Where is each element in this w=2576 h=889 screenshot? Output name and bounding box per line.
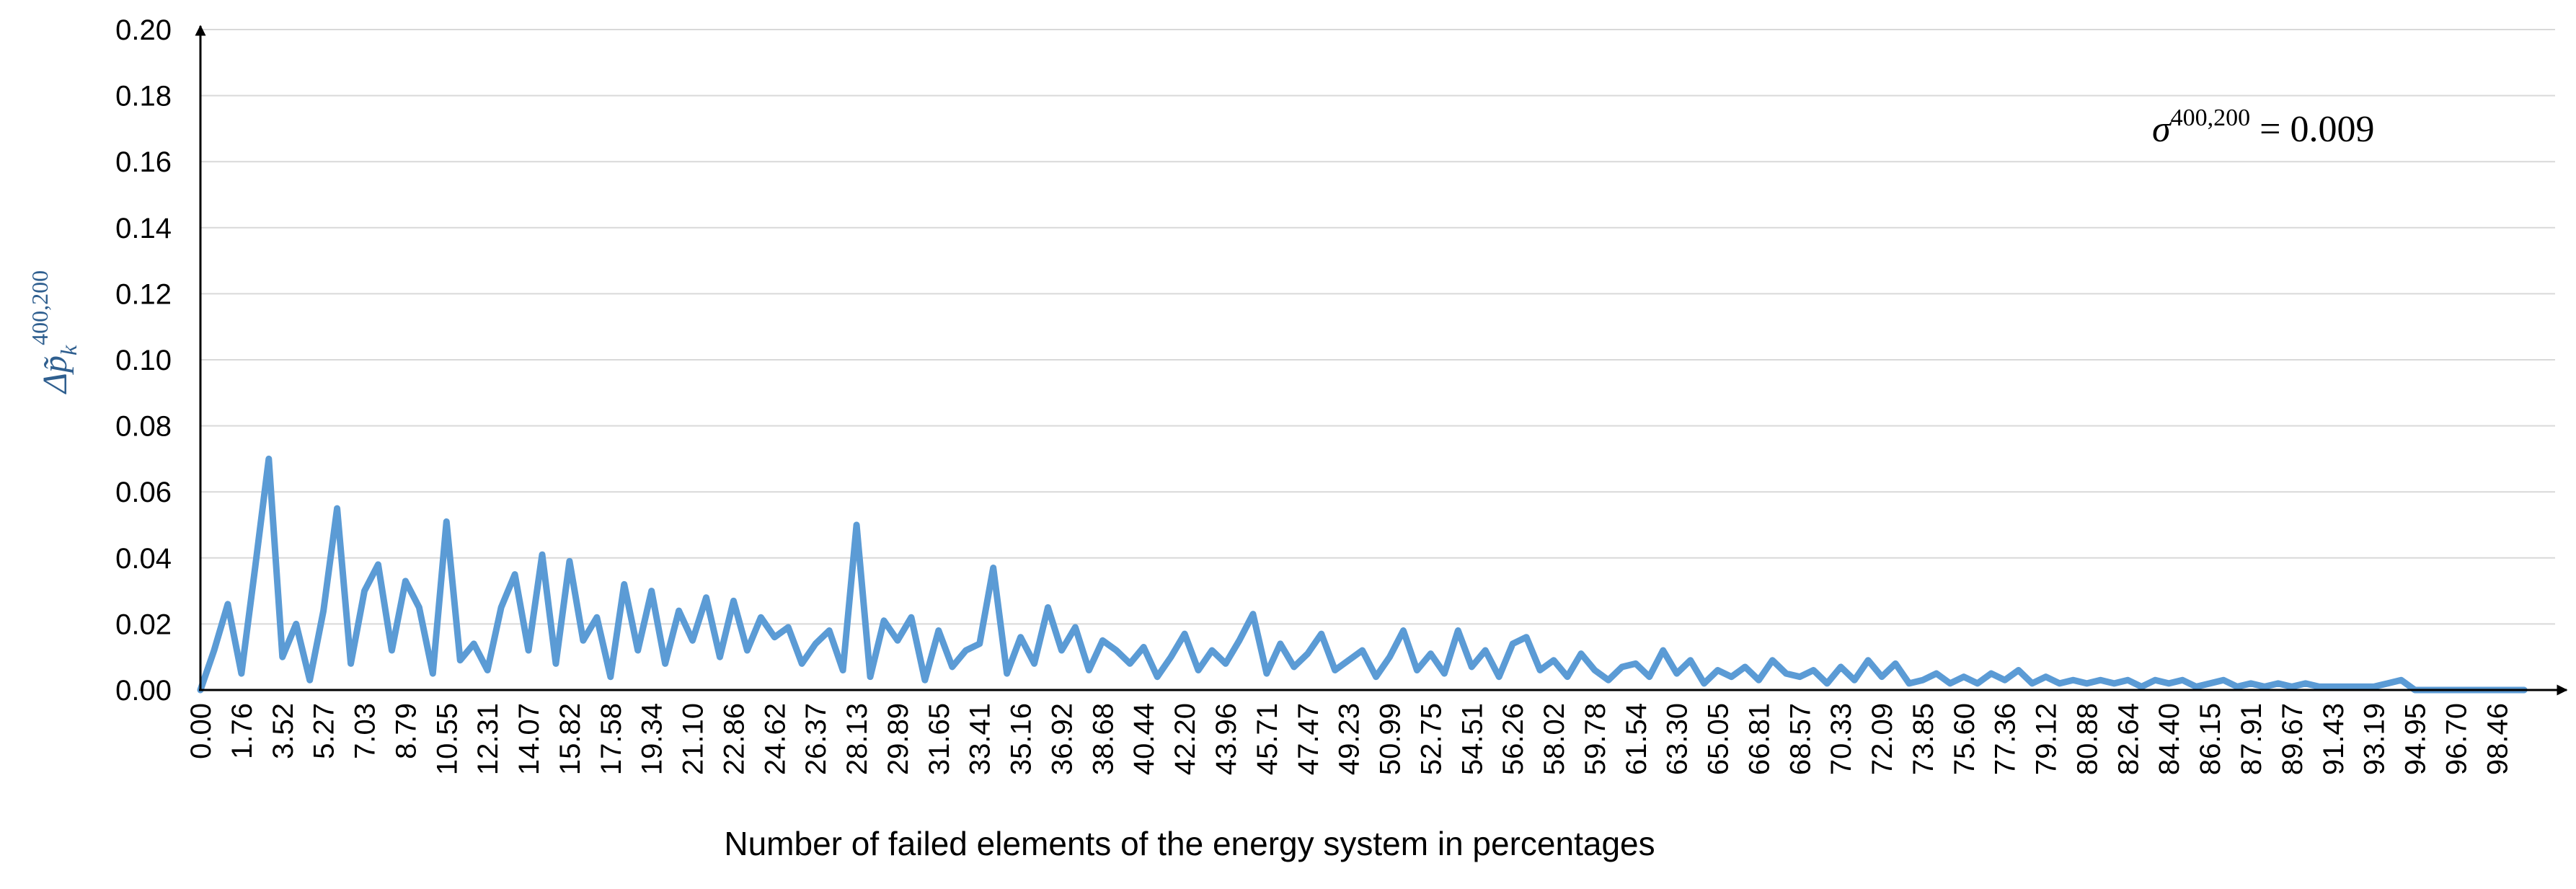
x-tick-label: 21.10 [678, 703, 709, 775]
x-tick-label: 82.64 [2112, 703, 2144, 775]
x-tick-label: 28.13 [841, 703, 873, 775]
x-tick-label: 66.81 [1743, 703, 1775, 775]
annotation-main: σ [2152, 109, 2172, 150]
x-tick-label: 52.75 [1415, 703, 1447, 775]
x-tick-label: 54.51 [1456, 703, 1488, 775]
x-tick-label: 43.96 [1210, 703, 1242, 775]
x-tick-label: 72.09 [1867, 703, 1898, 775]
x-tick-label: 79.12 [2031, 703, 2063, 775]
x-tick-label: 77.36 [1990, 703, 2022, 775]
x-tick-label: 26.37 [800, 703, 832, 775]
x-tick-label: 38.68 [1087, 703, 1119, 775]
x-tick-label: 14.07 [513, 703, 545, 775]
x-tick-label: 15.82 [554, 703, 586, 775]
y-tick-label: 0.10 [115, 345, 172, 376]
x-tick-label: 80.88 [2071, 703, 2103, 775]
x-tick-label: 87.91 [2236, 703, 2267, 775]
x-tick-label: 40.44 [1128, 703, 1160, 775]
x-tick-label: 10.55 [431, 703, 463, 775]
x-tick-label: 33.41 [965, 703, 996, 775]
x-tick-label: 75.60 [1949, 703, 1980, 775]
plot-area [197, 455, 2528, 694]
y-axis-title-text: Δp̃k400,200 [27, 270, 81, 394]
x-tick-label: 94.95 [2400, 703, 2432, 775]
y-tick-label: 0.20 [115, 14, 172, 46]
x-tick-label: 17.58 [596, 703, 627, 775]
x-tick-label: 5.27 [309, 703, 340, 759]
x-tick-label: 42.20 [1169, 703, 1201, 775]
x-tick-label: 49.23 [1334, 703, 1366, 775]
y-tick-label: 0.16 [115, 146, 172, 178]
x-tick-label: 86.15 [2195, 703, 2226, 775]
x-tick-label: 89.67 [2277, 703, 2309, 775]
x-tick-label: 63.30 [1662, 703, 1694, 775]
annotation-sup: 400,200 [2171, 105, 2251, 131]
x-tick-label: 98.46 [2482, 703, 2513, 775]
x-tick-label: 96.70 [2440, 703, 2472, 775]
y-tick-label: 0.14 [115, 213, 172, 244]
x-tick-label: 8.79 [390, 703, 422, 759]
data-line [197, 455, 2528, 694]
x-tick-label: 3.52 [267, 703, 299, 759]
annotation: σ400,200 = 0.009 [2152, 105, 2374, 150]
y-tick-label: 0.02 [115, 609, 172, 640]
y-tick-label: 0.06 [115, 477, 172, 508]
x-tick-label: 7.03 [350, 703, 381, 759]
x-tick-label: 93.19 [2359, 703, 2391, 775]
y-tick-label: 0.12 [115, 278, 172, 310]
x-tick-label: 65.05 [1703, 703, 1735, 775]
x-axis-title: Number of failed elements of the energy … [724, 825, 1655, 862]
y-title-sup: 400,200 [27, 270, 53, 345]
x-tick-label: 24.62 [759, 703, 791, 775]
x-tick-label: 12.31 [472, 703, 504, 775]
x-tick-label: 61.54 [1621, 703, 1652, 775]
x-tick-label: 56.26 [1497, 703, 1529, 775]
x-tick-label: 36.92 [1046, 703, 1078, 775]
x-tick-label: 0.00 [185, 703, 217, 759]
y-tick-label: 0.18 [115, 81, 172, 112]
x-tick-label: 45.71 [1252, 703, 1283, 775]
x-tick-label: 22.86 [718, 703, 750, 775]
x-tick-label: 70.33 [1825, 703, 1857, 775]
x-tick-label: 68.57 [1784, 703, 1816, 775]
x-tick-label: 47.47 [1293, 703, 1324, 775]
y-tick-label: 0.08 [115, 411, 172, 443]
x-tick-label: 19.34 [637, 703, 668, 775]
x-tick-label: 91.43 [2318, 703, 2350, 775]
y-title-main: Δp̃ [36, 355, 74, 394]
y-axis-title: Δp̃k400,200 [27, 270, 81, 394]
x-tick-label: 35.16 [1006, 703, 1037, 775]
y-title-sub: k [56, 345, 81, 355]
x-tick-label: 59.78 [1580, 703, 1611, 775]
x-tick-label: 58.02 [1539, 703, 1570, 775]
x-tick-label: 73.85 [1908, 703, 1939, 775]
x-tick-label: 29.89 [882, 703, 914, 775]
x-tick-label: 31.65 [924, 703, 955, 775]
x-tick-label: 84.40 [2154, 703, 2185, 775]
y-tick-label: 0.04 [115, 543, 172, 575]
annotation-rest: = 0.009 [2250, 109, 2374, 150]
x-tick-label: 1.76 [226, 703, 258, 759]
x-tick-label: 50.99 [1375, 703, 1407, 775]
y-tick-label: 0.00 [115, 675, 172, 707]
